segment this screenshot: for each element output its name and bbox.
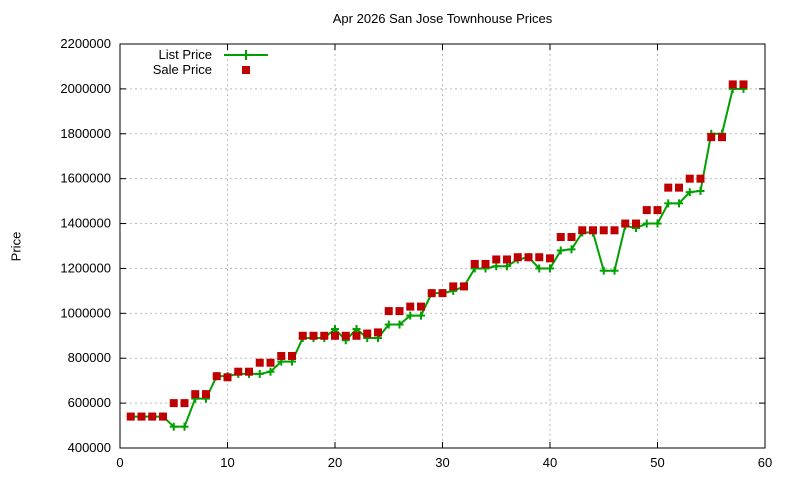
sale-price-marker (675, 183, 683, 192)
x-tick-label: 30 (435, 455, 449, 470)
legend-item-sale-price: Sale Price (120, 62, 272, 77)
list-price-line (130, 87, 744, 428)
sale-price-marker (492, 255, 501, 264)
sale-price-marker (653, 206, 662, 215)
legend-label-list-price: List Price (158, 47, 212, 62)
sale-price-marker (191, 390, 200, 399)
sale-price-marker (546, 254, 554, 263)
sale-price-marker (202, 390, 210, 399)
chart-title: Apr 2026 San Jose Townhouse Prices (332, 11, 553, 26)
sale-price-marker (363, 329, 372, 338)
sale-price-marker (212, 372, 221, 381)
sale-price-marker (395, 307, 404, 316)
sale-price-marker (309, 331, 318, 340)
y-tick-label: 800000 (68, 350, 111, 365)
sale-price-marker (266, 358, 275, 367)
sale-price-marker (298, 331, 307, 340)
sale-price-marker (341, 331, 350, 340)
sale-price-marker (223, 373, 232, 382)
sale-price-marker (159, 412, 167, 421)
sale-price-marker (438, 289, 447, 298)
x-tick-label: 60 (758, 455, 772, 470)
sale-price-marker (460, 282, 468, 291)
sale-price-marker (245, 367, 253, 376)
y-tick-label: 400000 (68, 440, 111, 455)
sale-price-marker (556, 233, 565, 242)
y-tick-label: 1800000 (60, 126, 111, 141)
sale-price-marker (169, 399, 178, 408)
sale-price-marker (331, 331, 339, 340)
line-plus-marker-sample-icon (224, 49, 268, 60)
sale-price-marker (632, 219, 640, 228)
sale-price-marker (126, 412, 135, 421)
legend-item-list-price: List Price (120, 47, 272, 62)
sale-price-marker (427, 289, 436, 298)
sale-price-marker (288, 351, 296, 360)
y-tick-label: 1200000 (60, 260, 111, 275)
y-tick-label: 2000000 (60, 81, 111, 96)
sale-price-marker (255, 358, 264, 367)
sale-price-marker (610, 226, 619, 235)
sale-price-marker (642, 206, 651, 215)
sale-price-marker (417, 302, 425, 311)
sale-price-marker (599, 226, 608, 235)
x-tick-label: 20 (328, 455, 342, 470)
sale-price-marker (384, 307, 393, 316)
sale-price-marker (696, 174, 705, 183)
x-tick-label: 50 (650, 455, 664, 470)
sale-price-marker (374, 328, 382, 337)
sale-price-marker (567, 233, 576, 242)
sale-price-marker (578, 226, 587, 235)
sale-price-marker (503, 255, 511, 264)
x-tick-label: 0 (116, 455, 123, 470)
x-tick-label: 40 (543, 455, 557, 470)
sale-price-marker (513, 253, 522, 262)
y-tick-label: 2200000 (60, 36, 111, 51)
sale-price-marker (728, 80, 737, 89)
sale-price-marker (234, 367, 243, 376)
y-tick-label: 600000 (68, 395, 111, 410)
sale-price-marker (707, 133, 716, 142)
sale-price-marker (621, 219, 630, 228)
legend: List Price Sale Price (120, 47, 272, 77)
sale-price-marker (148, 412, 157, 421)
x-tick-label: 10 (220, 455, 234, 470)
legend-square (242, 65, 250, 74)
sale-price-marker (352, 331, 361, 340)
sale-price-marker (718, 133, 726, 142)
sale-price-marker (137, 412, 146, 421)
y-tick-label: 1400000 (60, 216, 111, 231)
sale-price-marker (589, 226, 597, 235)
sale-price-marker (739, 80, 748, 89)
square-marker-sample-icon (242, 65, 250, 74)
y-tick-label: 1000000 (60, 305, 111, 320)
sale-price-marker (524, 253, 533, 262)
sale-price-marker (406, 302, 415, 311)
sale-price-marker (180, 399, 189, 408)
sale-price-marker (685, 174, 694, 183)
sale-price-marker (449, 282, 458, 291)
sale-price-marker (535, 253, 544, 262)
sale-price-marker (481, 259, 490, 268)
legend-label-sale-price: Sale Price (152, 62, 212, 77)
sale-price-marker (470, 259, 479, 268)
y-tick-label: 1600000 (60, 171, 111, 186)
sale-price-marker (320, 331, 329, 340)
sale-price-marker (277, 351, 286, 360)
sale-price-marker (664, 183, 673, 192)
